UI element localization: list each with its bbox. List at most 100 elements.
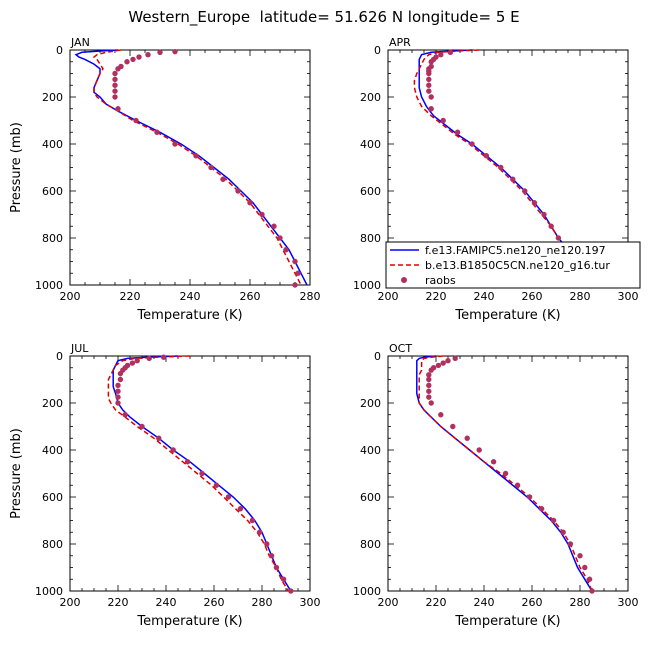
raobs-point: [156, 435, 162, 441]
raobs-point: [541, 211, 547, 218]
y-tick-label: 200: [42, 91, 63, 104]
raobs-point: [184, 459, 191, 465]
y-tick-label: 0: [56, 350, 63, 363]
legend-label-0: f.e13.FAMIPC5.ne120_ne120.197: [425, 244, 606, 257]
y-tick-label: 600: [42, 185, 63, 198]
y-tick-label: 1000: [353, 279, 381, 292]
x-tick-label: 240: [156, 596, 177, 609]
raobs-point: [139, 423, 145, 430]
y-tick-label: 200: [360, 91, 381, 104]
raobs-point: [199, 470, 205, 477]
legend-box: [385, 241, 641, 289]
raobs-point: [440, 117, 446, 124]
raobs-point: [589, 588, 595, 594]
raobs-point: [428, 59, 434, 65]
raobs-point: [112, 82, 118, 88]
y-tick-label: 800: [42, 232, 63, 245]
x-tick-label: 240: [474, 290, 495, 303]
x-axis-label: Temperature (K): [454, 308, 560, 323]
raobs-point: [426, 76, 432, 83]
raobs-point: [490, 459, 497, 465]
series-line-b1850: [107, 355, 290, 592]
raobs-point: [146, 355, 152, 362]
raobs-point: [133, 117, 139, 124]
raobs-point: [115, 394, 121, 400]
x-axis-label: Temperature (K): [136, 308, 242, 323]
raobs-point: [268, 553, 275, 559]
y-tick-label: 600: [360, 185, 381, 198]
panel-title: APR: [389, 36, 411, 49]
x-tick-label: 300: [300, 596, 321, 609]
raobs-point: [548, 223, 554, 229]
raobs-point: [157, 49, 163, 56]
x-tick-label: 260: [522, 290, 543, 303]
raobs-point: [256, 529, 263, 535]
raobs-point: [134, 358, 140, 364]
raobs-point: [426, 382, 432, 389]
raobs-point: [445, 358, 451, 364]
raobs-point: [522, 188, 528, 194]
x-tick-label: 200: [60, 290, 81, 303]
y-tick-label: 400: [42, 444, 63, 457]
raobs-point: [154, 129, 160, 135]
raobs-point: [115, 106, 121, 112]
raobs-point: [292, 258, 298, 265]
x-tick-label: 220: [120, 290, 141, 303]
y-tick-label: 0: [374, 350, 381, 363]
raobs-point: [124, 59, 130, 65]
x-axis-label: Temperature (K): [136, 614, 242, 629]
raobs-point: [247, 200, 253, 206]
raobs-point: [115, 400, 121, 406]
raobs-point: [498, 164, 504, 171]
raobs-point: [172, 48, 178, 55]
raobs-point: [514, 482, 521, 488]
raobs-point: [428, 367, 434, 373]
raobs-point: [586, 576, 593, 582]
raobs-point: [264, 541, 270, 547]
raobs-point: [160, 354, 167, 360]
raobs-point: [464, 435, 470, 441]
y-axis-label: Pressure (mb): [9, 122, 24, 213]
raobs-point: [447, 49, 454, 56]
raobs-point: [220, 176, 226, 182]
raobs-point: [438, 52, 444, 58]
raobs-point: [129, 360, 136, 366]
raobs-point: [213, 482, 220, 488]
raobs-point: [271, 223, 277, 229]
raobs-point: [426, 88, 432, 94]
raobs-point: [426, 82, 432, 88]
x-tick-label: 300: [618, 290, 639, 303]
legend-label-2: raobs: [425, 274, 456, 287]
y-tick-label: 400: [360, 444, 381, 457]
x-tick-label: 200: [378, 596, 399, 609]
raobs-point: [237, 506, 244, 512]
raobs-point: [452, 355, 458, 362]
x-tick-label: 280: [300, 290, 321, 303]
raobs-point: [438, 412, 444, 418]
raobs-point: [426, 388, 432, 394]
raobs-point: [426, 394, 432, 400]
raobs-point: [235, 188, 241, 194]
y-tick-label: 400: [360, 138, 381, 151]
series-line-b1850: [418, 355, 593, 592]
raobs-point: [136, 54, 142, 60]
y-tick-label: 600: [360, 491, 381, 504]
y-tick-label: 600: [42, 491, 63, 504]
y-tick-label: 800: [360, 232, 381, 245]
raobs-point: [208, 164, 214, 171]
y-tick-label: 1000: [353, 585, 381, 598]
raobs-point: [283, 247, 289, 253]
x-tick-label: 280: [252, 596, 273, 609]
raobs-point: [538, 506, 545, 512]
plot-frame: [69, 49, 311, 286]
series-line-b1850: [413, 49, 586, 286]
raobs-point: [122, 412, 128, 418]
series-line-b1850: [92, 49, 302, 286]
raobs-point: [117, 376, 124, 383]
raobs-point: [259, 211, 265, 218]
series-line-famip: [112, 355, 292, 592]
raobs-point: [435, 362, 442, 369]
raobs-point: [426, 376, 432, 383]
raobs-point: [450, 423, 456, 430]
